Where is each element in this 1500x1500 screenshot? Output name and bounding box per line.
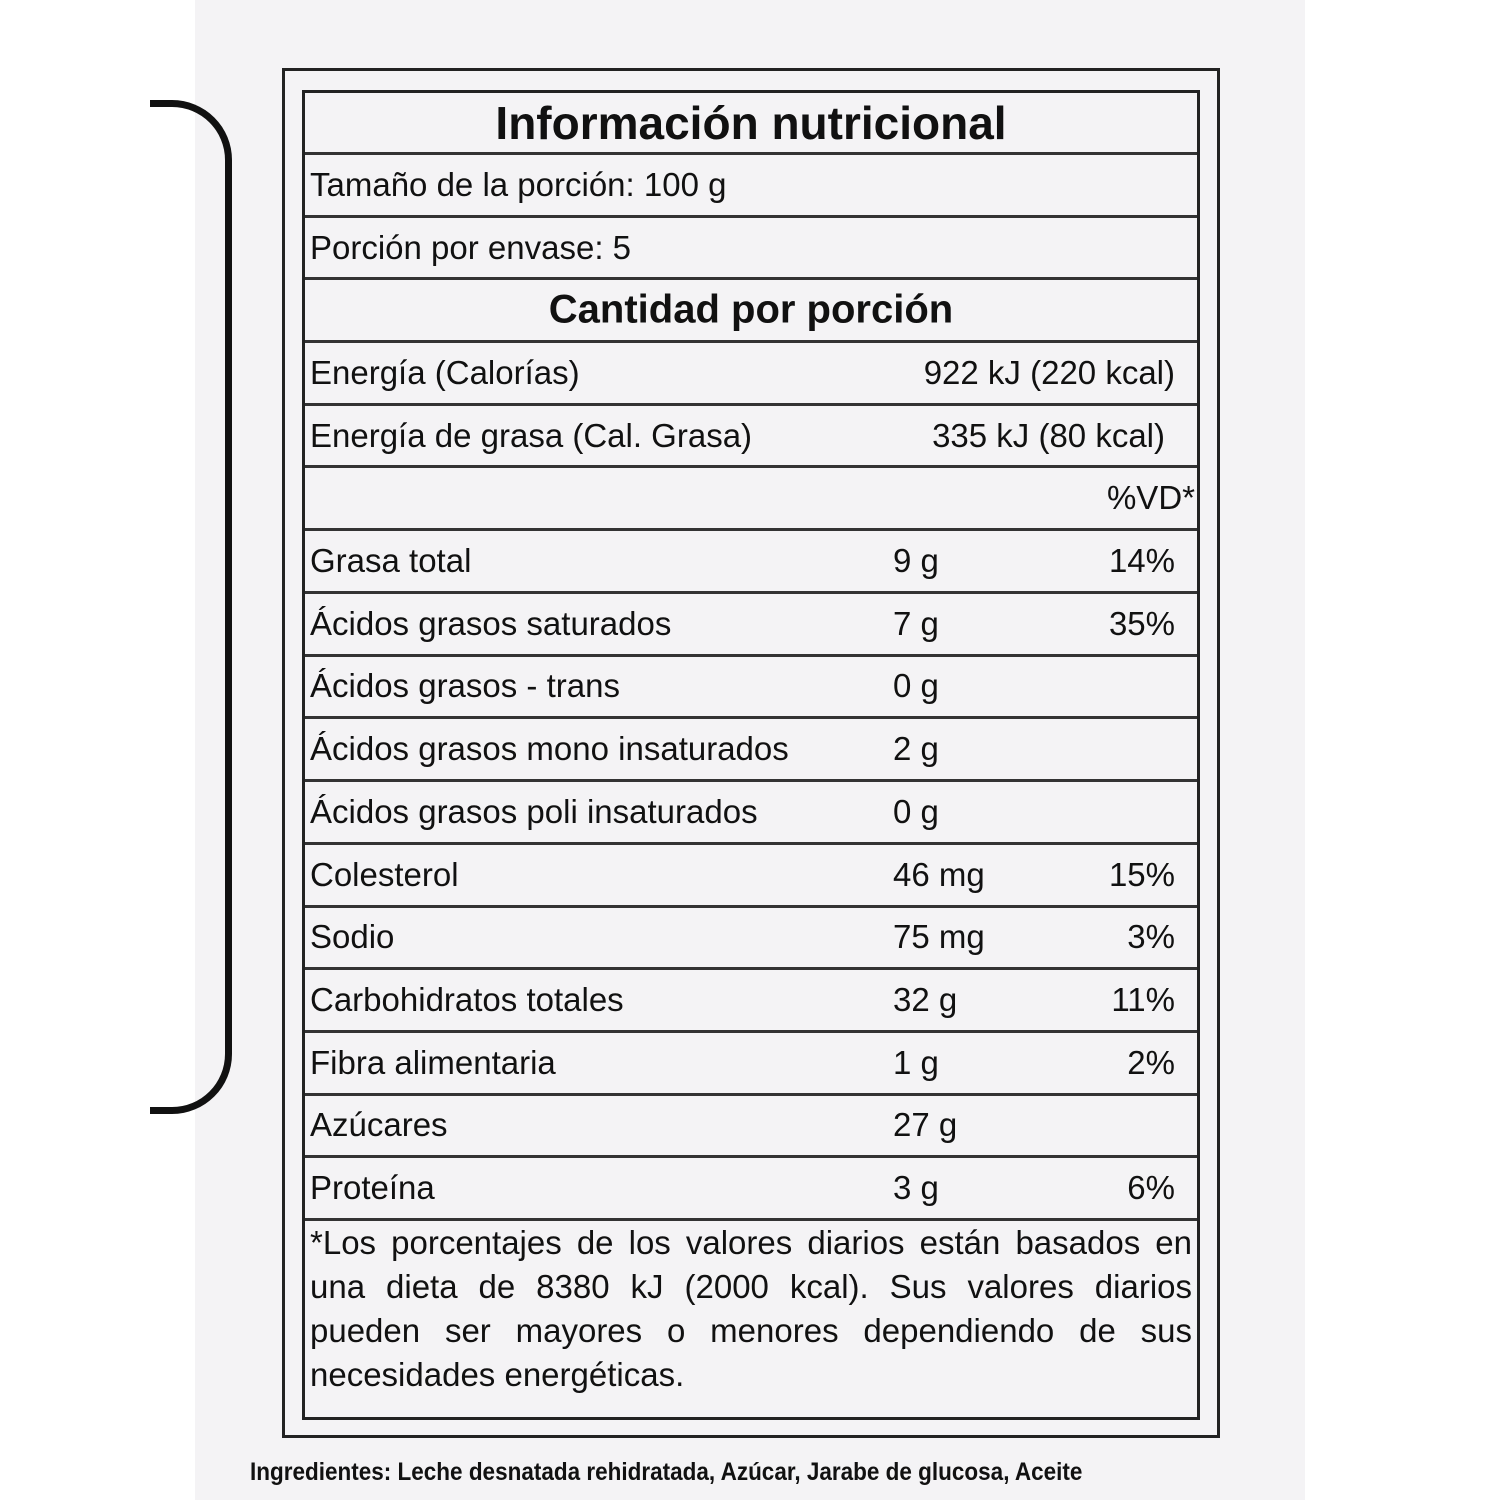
nutrient-name: Proteína [310,1169,435,1206]
nutrient-name: Sodio [310,918,395,956]
nutrient-dv: 6% [1127,1169,1175,1206]
nutrient-name: Carbohidratos totales [310,980,624,1018]
package-photo [195,0,1305,1500]
amount-header: Cantidad por porción [548,287,954,332]
nutrient-value: 27 g [893,1106,958,1144]
nutrient-value: 9 g [893,542,939,579]
nutrient-value: 0 g [893,792,939,830]
package-edge-line [150,100,232,1114]
dv-header-row: %VD* [305,468,1197,531]
nutrient-dv: 14% [1108,542,1175,579]
nutrient-name: Grasa total [310,542,472,579]
nutrient-name: Ácidos grasos mono insaturados [310,730,789,768]
nutrient-row: Ácidos grasos saturados 7 g 35% [305,594,1197,657]
nutrient-row: Carbohidratos totales 32 g 11% [305,970,1197,1033]
nutrient-name: Ácidos grasos poli insaturados [310,792,758,830]
nutrient-value: 2 g [893,730,939,768]
footnote: *Los porcentajes de los valores diarios … [310,1224,1192,1393]
title-row: Información nutricional [305,93,1197,155]
nutrient-row: Ácidos grasos poli insaturados 0 g [305,782,1197,845]
nutrient-value: 3 g [893,1169,939,1206]
nutrient-name: Ácidos grasos saturados [310,604,672,642]
serving-size: Tamaño de la porción: 100 g [310,166,727,203]
ingredients-label: Ingredientes: [250,1458,392,1486]
nutrient-name: Azúcares [310,1106,448,1144]
servings-row: Porción por envase: 5 [305,218,1197,280]
nutrient-value: 0 g [893,667,939,705]
nutrient-row: Azúcares 27 g [305,1095,1197,1159]
label-title: Información nutricional [495,96,1007,149]
nutrient-dv: 3% [1127,918,1175,956]
ingredients-line: Ingredientes: Leche desnatada rehidratad… [250,1458,1082,1487]
nutrient-row: Sodio 75 mg 3% [305,907,1197,971]
nutrient-dv: 35% [1108,604,1175,642]
nutrient-value: 46 mg [893,855,985,893]
nutrient-value: 7 g [893,604,939,642]
nutrient-dv: 2% [1127,1043,1175,1081]
fat-energy-value: 335 kJ (80 kcal) [932,416,1165,454]
energy-value: 922 kJ (220 kcal) [923,354,1175,391]
nutrient-dv: 11% [1111,980,1175,1018]
energy-row: Energía (Calorías) 922 kJ (220 kcal) [305,343,1197,406]
servings-per-container: Porción por envase: 5 [310,228,632,266]
energy-name: Energía (Calorías) [310,354,580,391]
fat-energy-name: Energía de grasa (Cal. Grasa) [310,416,753,454]
nutrient-row: Proteína 3 g 6% [305,1158,1197,1221]
nutrient-name: Colesterol [310,855,459,893]
fat-energy-row: Energía de grasa (Cal. Grasa) 335 kJ (80… [305,406,1197,468]
nutrient-name: Fibra alimentaria [310,1043,556,1081]
nutrient-name: Ácidos grasos - trans [310,667,620,705]
nutrient-row: Ácidos grasos mono insaturados 2 g [305,719,1197,783]
label-outer-border [282,68,1220,1438]
amount-header-row: Cantidad por porción [305,280,1197,343]
nutrition-table: Información nutricional Tamaño de la por… [302,90,1200,1420]
dv-header: %VD* [1106,479,1195,516]
ingredients-text: Leche desnatada rehidratada, Azúcar, Jar… [391,1458,1083,1486]
nutrient-dv: 15% [1108,855,1175,893]
serving-size-row: Tamaño de la porción: 100 g [305,155,1197,218]
nutrient-value: 75 mg [893,918,985,956]
nutrient-value: 32 g [893,980,958,1018]
nutrient-row: Fibra alimentaria 1 g 2% [305,1033,1197,1096]
nutrient-row: Grasa total 9 g 14% [305,531,1197,594]
nutrient-row: Colesterol 46 mg 15% [305,845,1197,908]
nutrient-value: 1 g [893,1043,939,1081]
nutrient-row: Ácidos grasos - trans 0 g [305,656,1197,720]
